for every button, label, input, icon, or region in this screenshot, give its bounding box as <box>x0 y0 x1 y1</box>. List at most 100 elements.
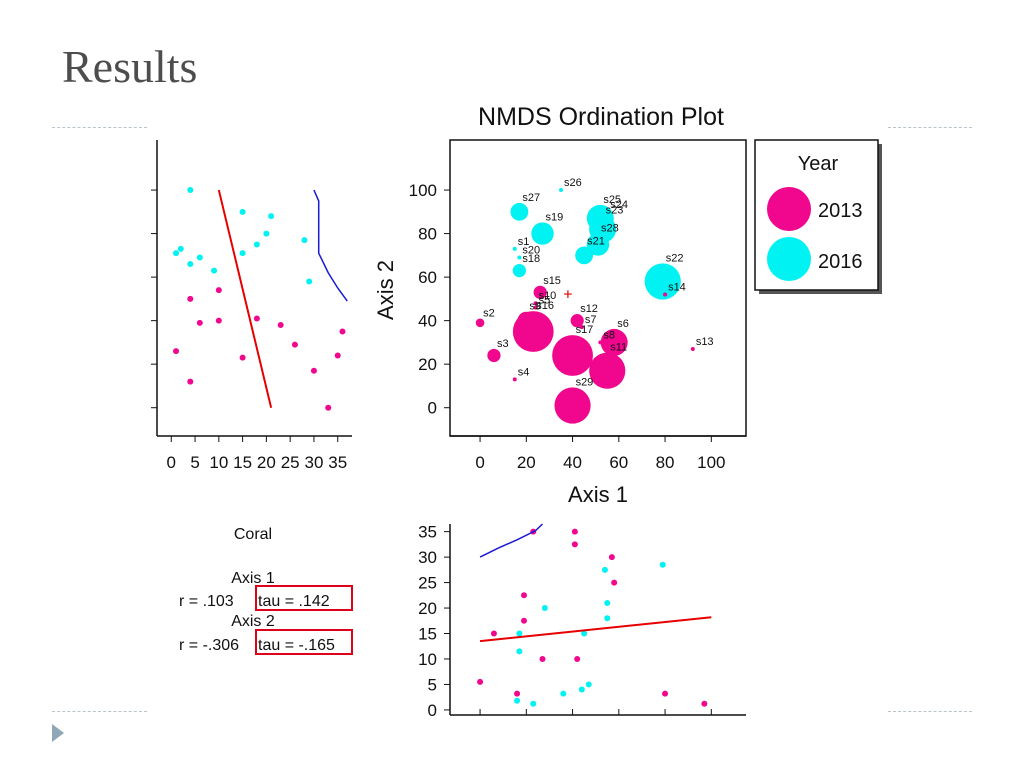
nmds-point-label: s3 <box>497 338 509 350</box>
left-point <box>239 250 246 257</box>
bottom-point <box>541 605 548 612</box>
legend-swatch-2013 <box>767 187 811 231</box>
next-slide-icon[interactable] <box>52 724 64 742</box>
nmds-point-label: s1 <box>518 236 530 248</box>
divider-top-left <box>52 127 147 128</box>
nmds-point-s13 <box>690 346 695 351</box>
left-x-tick-label: 10 <box>209 453 228 472</box>
stats-axis2-tau-highlight <box>255 629 353 655</box>
left-point <box>325 404 332 411</box>
nmds-point-label: s12 <box>580 303 598 315</box>
legend-entry-2013: 2013 <box>818 200 863 222</box>
main-y-tick-label: 20 <box>418 355 437 374</box>
main-y-tick-label: 0 <box>428 399 437 418</box>
nmds-point-s12 <box>570 314 584 328</box>
nmds-point-label: s2 <box>483 308 495 320</box>
nmds-point-label: s25 <box>603 194 621 206</box>
nmds-point-s9 <box>517 311 536 330</box>
stats-axis2-r: r = -.306 <box>179 637 240 654</box>
left-x-tick-label: 30 <box>304 453 323 472</box>
bottom-point <box>571 541 578 548</box>
nmds-point-label: s28 <box>601 222 619 234</box>
left-point <box>196 319 203 326</box>
nmds-point-s22 <box>644 263 681 300</box>
bottom-y-tick-label: 15 <box>418 625 437 644</box>
bottom-y-tick-label: 30 <box>418 548 437 567</box>
nmds-point-s6 <box>600 328 628 356</box>
stats-axis1-label: Axis 1 <box>231 570 275 587</box>
left-point <box>291 341 298 348</box>
nmds-point-s20 <box>517 255 522 260</box>
nmds-point-label: s14 <box>668 282 686 294</box>
bottom-point <box>608 554 615 561</box>
bottom-point <box>490 630 497 637</box>
nmds-point-label: s19 <box>546 211 564 223</box>
main-y-tick-label: 60 <box>418 268 437 287</box>
bottom-point <box>578 686 585 693</box>
nmds-point-label: s10 <box>539 290 557 302</box>
main-plot-frame <box>449 139 747 437</box>
main-x-tick-label: 80 <box>656 453 675 472</box>
nmds-point-label: s22 <box>666 252 684 264</box>
bottom-point <box>659 561 666 568</box>
nmds-point-s17 <box>552 335 593 376</box>
bottom-point <box>662 690 669 697</box>
main-y-tick-label: 80 <box>418 225 437 244</box>
divider-bottom-left <box>52 711 147 712</box>
left-point <box>173 250 180 257</box>
left-point <box>215 287 222 294</box>
left-point <box>215 317 222 324</box>
nmds-point-label: s15 <box>543 275 561 287</box>
legend-entry-2016: 2016 <box>818 251 863 273</box>
bottom-point <box>477 678 484 685</box>
main-x-tick-label: 60 <box>609 453 628 472</box>
bottom-y-tick-label: 35 <box>418 523 437 542</box>
nmds-point-s15 <box>533 285 547 299</box>
bottom-y-tick-label: 5 <box>428 675 437 694</box>
left-point <box>339 328 346 335</box>
nmds-point-label: s20 <box>522 245 540 257</box>
left-x-tick-label: 0 <box>167 453 176 472</box>
bottom-point <box>530 700 537 707</box>
nmds-point-s27 <box>510 202 529 221</box>
legend-swatch-2016 <box>767 237 811 281</box>
stats-axis1-tau: tau = .142 <box>258 593 330 610</box>
main-x-axis-label: Axis 1 <box>568 482 628 507</box>
left-fit-line <box>217 189 273 408</box>
nmds-point-label: s13 <box>696 336 714 348</box>
nmds-point-label: s17 <box>576 324 594 336</box>
bottom-point <box>701 700 708 707</box>
left-point <box>187 378 194 385</box>
stats-axis1-tau-highlight <box>255 585 353 611</box>
nmds-point-label: s21 <box>587 235 605 247</box>
left-point <box>177 245 184 252</box>
nmds-point-label: s29 <box>576 376 594 388</box>
nmds-point-label: s4 <box>518 366 530 378</box>
bottom-point <box>514 697 521 704</box>
bottom-y-tick-label: 25 <box>418 574 437 593</box>
nmds-point-label: s26 <box>564 177 582 189</box>
left-point <box>268 213 275 220</box>
centroid-marker: + <box>563 287 572 304</box>
bottom-point <box>516 648 523 655</box>
bottom-point <box>514 690 521 697</box>
nmds-point-s28 <box>586 233 610 256</box>
nmds-point-label: s8 <box>603 329 615 341</box>
left-point <box>334 352 341 359</box>
bottom-smooth-curve <box>479 523 544 558</box>
bottom-point <box>604 599 611 606</box>
bottom-point <box>516 630 523 637</box>
left-point <box>239 354 246 361</box>
left-x-tick-label: 25 <box>281 453 300 472</box>
left-x-tick-label: 5 <box>190 453 199 472</box>
left-point <box>263 230 270 237</box>
left-point <box>187 295 194 302</box>
bottom-point <box>521 592 527 599</box>
stats-axis2-label: Axis 2 <box>231 613 275 630</box>
bottom-point <box>604 615 611 622</box>
bottom-point <box>585 681 592 688</box>
legend-title: Year <box>798 153 839 175</box>
nmds-point-label: s23 <box>606 205 624 217</box>
bottom-point <box>574 655 581 662</box>
